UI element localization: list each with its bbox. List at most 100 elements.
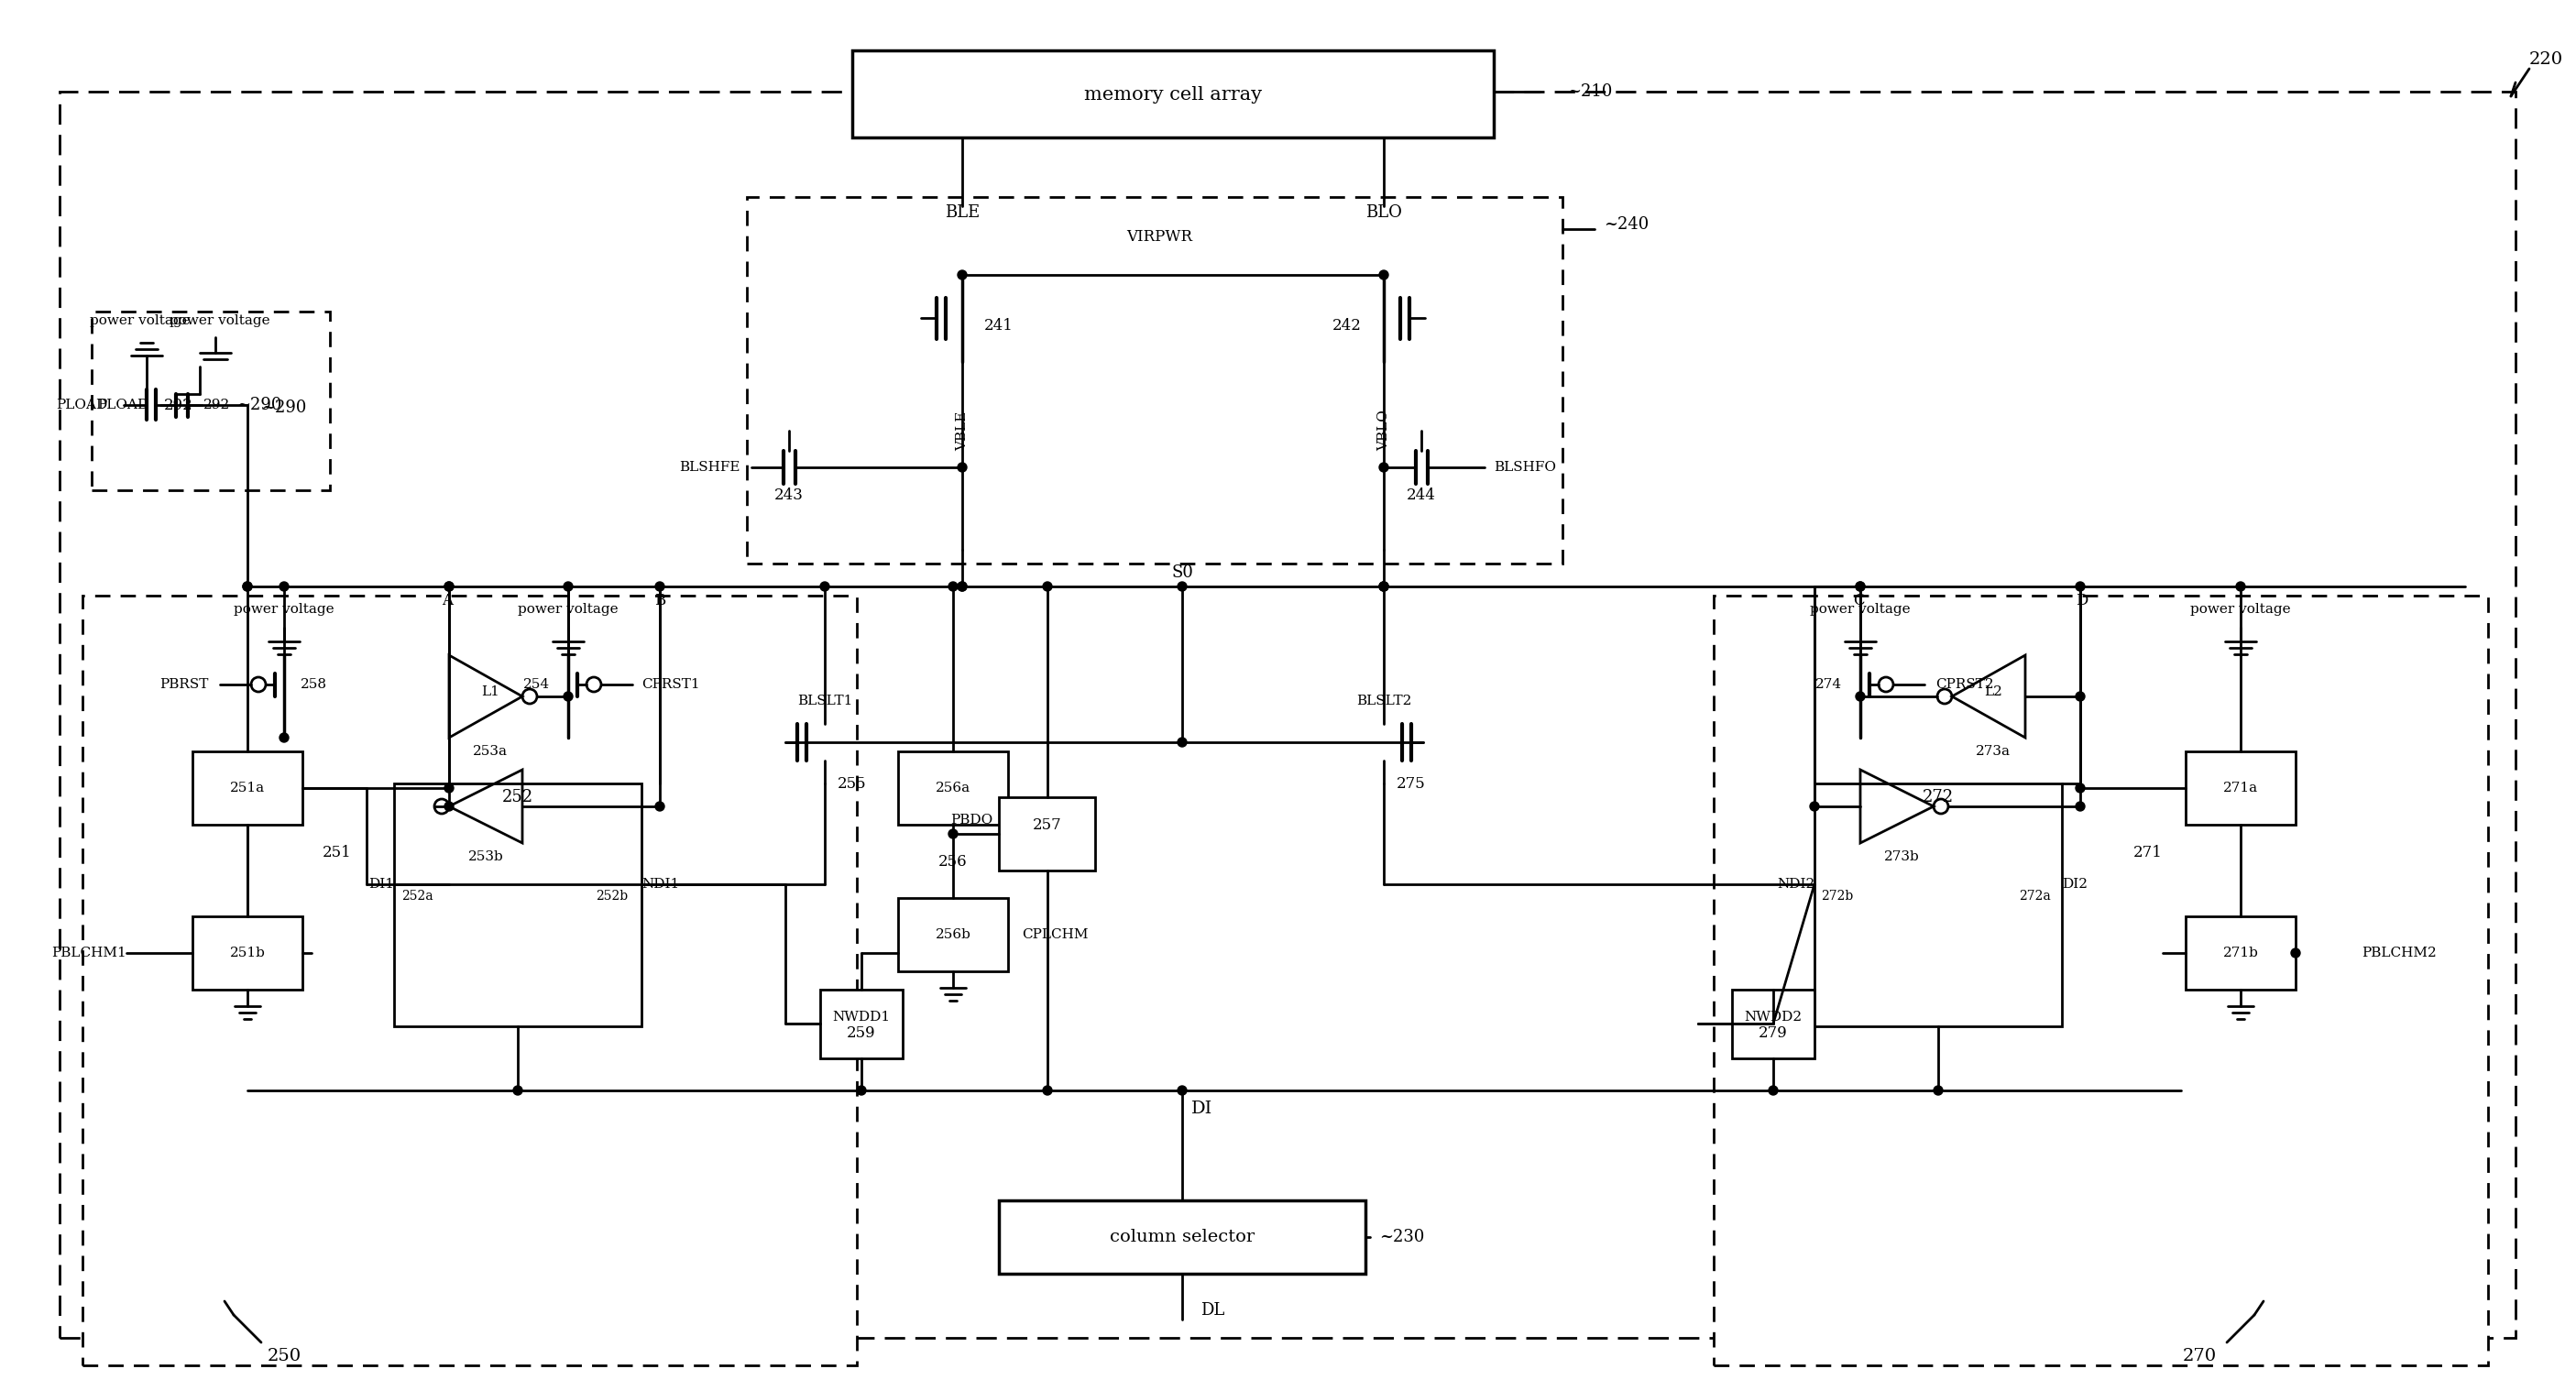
Text: power voltage: power voltage — [234, 603, 335, 615]
Text: 241: 241 — [984, 317, 1012, 333]
Text: 255: 255 — [837, 776, 866, 791]
Bar — [394, 784, 641, 1027]
Text: ~290: ~290 — [237, 397, 281, 413]
Circle shape — [446, 582, 453, 591]
Text: NWDD1: NWDD1 — [832, 1010, 891, 1024]
Text: 271b: 271b — [2223, 947, 2259, 959]
Text: memory cell array: memory cell array — [1084, 86, 1262, 103]
Circle shape — [1043, 1086, 1051, 1094]
Bar — [747, 197, 1564, 563]
Circle shape — [446, 582, 453, 591]
Text: ~230: ~230 — [1378, 1228, 1425, 1245]
Text: 274: 274 — [1816, 678, 1842, 691]
Circle shape — [2076, 582, 2084, 591]
Bar — [2184, 916, 2295, 989]
Text: A: A — [440, 592, 453, 609]
Circle shape — [513, 1086, 523, 1094]
Circle shape — [1770, 1086, 1777, 1094]
Circle shape — [281, 582, 289, 591]
Circle shape — [1855, 582, 1865, 591]
Text: 279: 279 — [1759, 1025, 1788, 1041]
Text: 273a: 273a — [1976, 745, 2012, 758]
Circle shape — [2076, 802, 2084, 811]
Text: BLSHFO: BLSHFO — [1494, 461, 1556, 473]
Text: 271a: 271a — [2223, 781, 2259, 795]
Text: 251b: 251b — [229, 947, 265, 959]
Text: 250: 250 — [268, 1348, 301, 1365]
Circle shape — [958, 270, 966, 280]
Bar — [853, 51, 1494, 138]
Bar — [1713, 596, 2488, 1365]
Circle shape — [654, 802, 665, 811]
Bar — [82, 596, 858, 1365]
Bar — [2184, 751, 2295, 825]
Circle shape — [1378, 462, 1388, 472]
Circle shape — [446, 802, 453, 811]
Text: 252b: 252b — [595, 890, 629, 903]
Text: PLOAD: PLOAD — [98, 399, 149, 411]
Text: 292: 292 — [204, 399, 229, 411]
Text: DI1: DI1 — [368, 878, 394, 890]
Text: power voltage: power voltage — [170, 315, 270, 327]
Text: DL: DL — [1200, 1303, 1224, 1319]
Text: column selector: column selector — [1110, 1228, 1255, 1245]
Text: S0: S0 — [1172, 564, 1193, 581]
Text: power voltage: power voltage — [2190, 603, 2290, 615]
Text: power voltage: power voltage — [1811, 603, 1911, 615]
Text: power voltage: power voltage — [518, 603, 618, 615]
Bar — [1731, 989, 1814, 1058]
Bar — [999, 1201, 1365, 1274]
Text: 243: 243 — [775, 487, 804, 502]
Circle shape — [1811, 802, 1819, 811]
Circle shape — [958, 582, 966, 591]
Circle shape — [948, 582, 958, 591]
Text: DI: DI — [1190, 1100, 1213, 1116]
Text: DI2: DI2 — [2061, 878, 2087, 890]
Circle shape — [2076, 691, 2084, 701]
Text: BLSHFE: BLSHFE — [680, 461, 739, 473]
Circle shape — [1855, 582, 1865, 591]
Circle shape — [1378, 582, 1388, 591]
Text: 275: 275 — [1396, 776, 1425, 791]
Bar — [899, 898, 1007, 972]
Text: D: D — [2076, 592, 2089, 609]
Circle shape — [1177, 1086, 1188, 1094]
Circle shape — [1378, 270, 1388, 280]
Circle shape — [958, 582, 966, 591]
Circle shape — [1177, 582, 1188, 591]
Text: BLO: BLO — [1365, 204, 1401, 221]
Text: 253a: 253a — [474, 745, 507, 758]
Circle shape — [2236, 582, 2246, 591]
Text: 242: 242 — [1332, 317, 1363, 333]
Text: NDI1: NDI1 — [641, 878, 680, 890]
Circle shape — [819, 582, 829, 591]
Text: 259: 259 — [848, 1025, 876, 1041]
Circle shape — [2290, 948, 2300, 958]
Text: 258: 258 — [301, 678, 327, 691]
Bar — [193, 751, 301, 825]
Text: 253b: 253b — [469, 850, 502, 862]
Circle shape — [1855, 691, 1865, 701]
Text: 292: 292 — [165, 397, 193, 413]
Text: BLSLT1: BLSLT1 — [796, 694, 853, 708]
Text: 272a: 272a — [2020, 890, 2050, 903]
Bar — [999, 798, 1095, 871]
Text: VBLE: VBLE — [956, 411, 969, 450]
Circle shape — [948, 829, 958, 839]
Bar — [1814, 784, 2061, 1027]
Text: PBLCHM1: PBLCHM1 — [52, 947, 126, 959]
Text: B: B — [654, 592, 665, 609]
Text: PBRST: PBRST — [160, 678, 209, 691]
Text: 251a: 251a — [229, 781, 265, 795]
Circle shape — [1378, 582, 1388, 591]
Text: 244: 244 — [1406, 487, 1435, 502]
Bar — [819, 989, 902, 1058]
Circle shape — [1935, 1086, 1942, 1094]
Text: VIRPWR: VIRPWR — [1126, 229, 1193, 244]
Text: 272: 272 — [1922, 789, 1953, 806]
Text: 257: 257 — [1033, 817, 1061, 832]
Text: ~240: ~240 — [1605, 217, 1649, 233]
Circle shape — [242, 582, 252, 591]
Text: 271: 271 — [2133, 845, 2164, 860]
Circle shape — [1177, 738, 1188, 747]
